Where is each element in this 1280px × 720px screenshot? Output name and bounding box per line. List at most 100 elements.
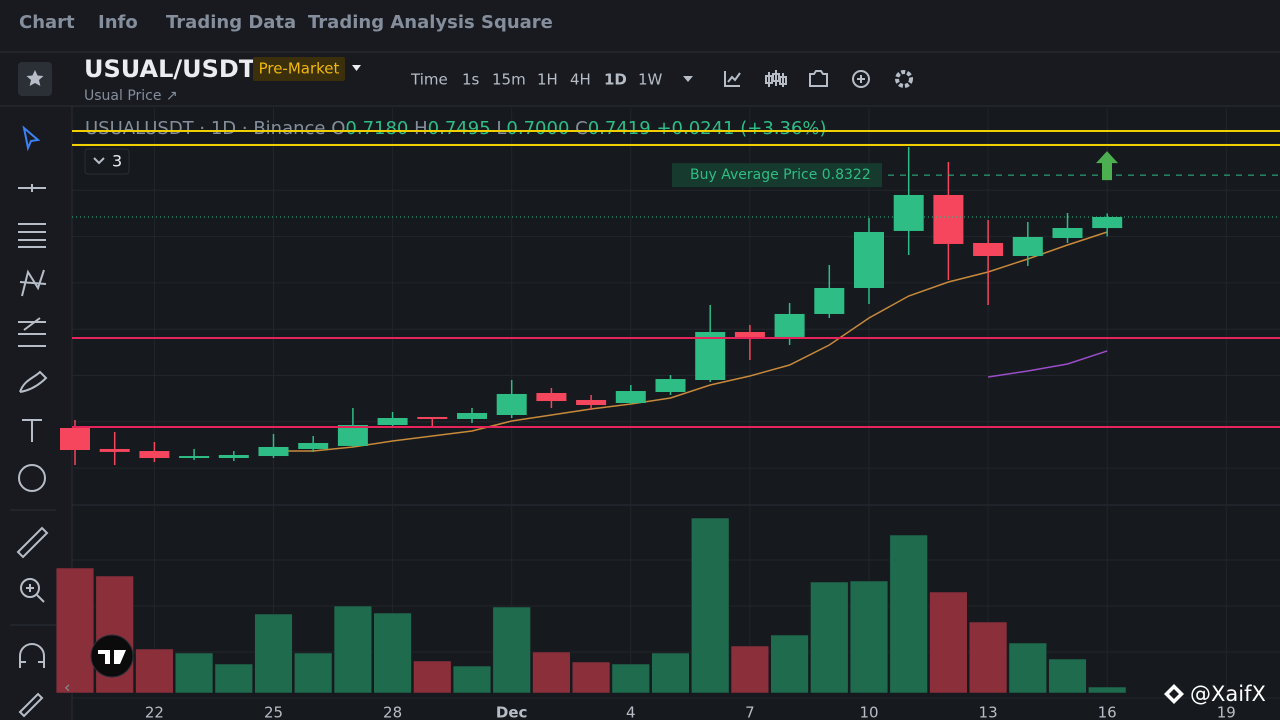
left-toolbar (16, 125, 49, 718)
legend-key: C (575, 118, 588, 139)
x-tick-label: 7 (745, 704, 755, 720)
x-tick-label: 28 (383, 704, 402, 720)
cursor-tool[interactable] (22, 125, 41, 152)
x-tick-label: 13 (979, 704, 998, 720)
candle-body (973, 243, 1004, 257)
x-tick-label: 25 (264, 704, 283, 720)
volume-bar (969, 621, 1008, 694)
interval-caret[interactable] (683, 76, 693, 82)
indicator-icon[interactable] (724, 71, 741, 87)
volume-bar (572, 661, 611, 694)
legend-value: 0.7495 (428, 118, 491, 139)
buy-average-label: Buy Average Price 0.8322 (690, 167, 871, 183)
x-tick-label: Dec (496, 704, 528, 720)
candle-body (774, 313, 805, 337)
camera-icon[interactable] (809, 70, 828, 87)
interval[interactable]: 1H (537, 71, 558, 89)
legend-value: 0.7000 (506, 118, 569, 139)
interval[interactable]: 1W (638, 71, 663, 89)
volume-bar (1048, 658, 1087, 694)
dropdown-caret[interactable] (352, 65, 361, 71)
tab[interactable]: Chart (19, 12, 75, 33)
x-tick-label: 4 (626, 704, 636, 720)
interval[interactable]: 1s (462, 71, 480, 89)
interval[interactable]: 15m (492, 71, 526, 89)
overlay: Buy Average Price 0.8322 (72, 129, 1280, 428)
candle-body (734, 331, 765, 337)
chevron (93, 157, 105, 165)
candle-body (377, 418, 408, 425)
watermark-logo (1164, 684, 1184, 704)
brush-tool[interactable] (19, 370, 48, 393)
legend-value: 0.7180 (345, 118, 408, 139)
volume-bar (611, 663, 650, 694)
volume-bar (413, 660, 452, 694)
volume-bar (1008, 642, 1047, 694)
volume-bar (849, 580, 889, 694)
volume-bar (214, 663, 253, 694)
scroll-left[interactable]: ‹ (64, 678, 70, 697)
tab[interactable]: Trading Data (166, 12, 296, 33)
candle-body (695, 331, 726, 380)
subtitle[interactable]: Usual Price ↗ (84, 88, 178, 104)
volume-bar (691, 517, 730, 694)
line-tool[interactable] (18, 184, 46, 192)
chart-type-icon[interactable] (765, 70, 787, 87)
candle-body (1092, 216, 1123, 229)
toolbar-icons (724, 70, 913, 88)
volume-bar (452, 665, 492, 694)
candle-body (854, 231, 884, 289)
candle-body (536, 393, 567, 402)
volume-bar (175, 652, 214, 694)
tab[interactable]: Trading Analysis (308, 12, 475, 33)
pencil-tool[interactable] (18, 692, 44, 718)
badge-bg (253, 57, 345, 81)
candle-body (99, 448, 130, 452)
volume-bar (651, 652, 690, 694)
zoom-tool-handle (26, 584, 45, 603)
plot: 22 25 28 Dec 4 7 10 13 16 19 (55, 108, 1280, 720)
tab[interactable]: Square (481, 12, 553, 33)
zoom-tool[interactable] (20, 578, 40, 598)
fib-tool[interactable] (18, 223, 46, 248)
candle-body (218, 454, 249, 459)
candle-body (1052, 228, 1083, 239)
x-tick-label: 16 (1098, 704, 1117, 720)
interval[interactable]: 4H (570, 71, 591, 89)
candle-body (655, 379, 686, 392)
pattern-tool[interactable] (19, 269, 47, 297)
interval[interactable]: Time (410, 71, 448, 89)
interval-bar: Time 1s 15m 1H 4H 1D 1W (410, 71, 663, 89)
tv-logo[interactable] (90, 634, 134, 678)
candle-body (933, 194, 964, 244)
candle-body (179, 456, 210, 459)
star-icon (26, 70, 44, 86)
volume-bar (492, 606, 531, 694)
tab[interactable]: Info (98, 12, 138, 33)
interval[interactable]: 1D (604, 71, 627, 89)
candle-body (298, 443, 329, 449)
emoji-tool[interactable] (18, 464, 46, 492)
volume-bar (532, 651, 571, 694)
legend-change: +0.0241 (+3.36%) (656, 118, 826, 139)
magnet-tool[interactable] (19, 643, 45, 668)
settings-icon[interactable] (895, 70, 913, 88)
volume-bar (55, 567, 95, 694)
candle-body (615, 391, 646, 404)
candle-body (457, 413, 487, 419)
watermark: @XaifX (1190, 682, 1266, 706)
volume-bar (730, 645, 769, 694)
ruler-tool[interactable] (16, 526, 49, 559)
buy-arrow (1096, 151, 1118, 181)
symbol[interactable]: USUAL/USDT (84, 55, 256, 83)
text-tool[interactable] (22, 419, 42, 442)
add-icon[interactable] (852, 70, 870, 88)
legend-key: H (414, 118, 428, 139)
legend-title: USUALUSDT · 1D · Binance (85, 118, 326, 139)
badge: Pre-Market (259, 60, 340, 78)
volume-bar (254, 613, 293, 694)
candle-body (258, 446, 289, 457)
projection-tool[interactable] (18, 317, 46, 347)
indicator-toggle[interactable] (84, 148, 130, 175)
chart-area (72, 108, 1280, 720)
